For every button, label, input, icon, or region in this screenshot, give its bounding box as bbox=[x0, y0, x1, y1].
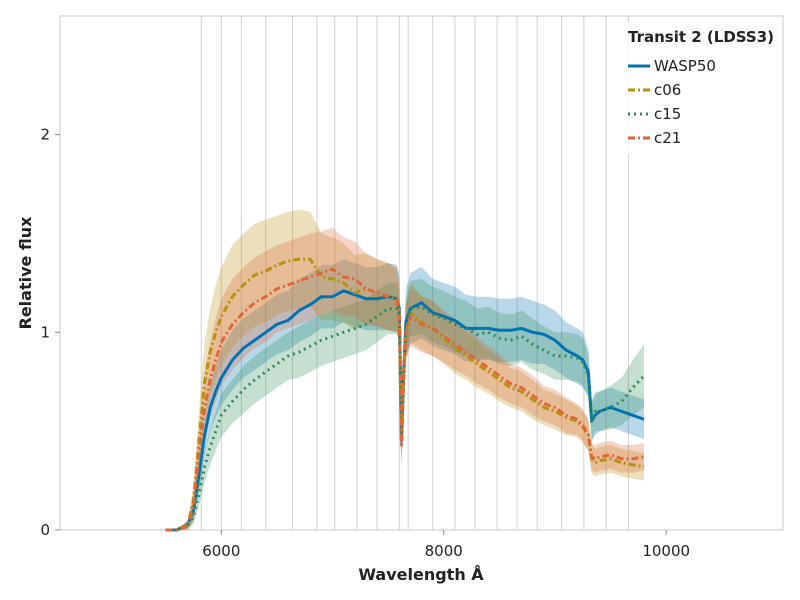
x-tick-label: 10000 bbox=[642, 542, 690, 560]
y-axis-title: Relative flux bbox=[16, 216, 35, 330]
x-tick-label: 8000 bbox=[425, 542, 463, 560]
legend: Transit 2 (LDSS3) WASP50 c06 c15 c21 bbox=[618, 22, 776, 154]
legend-label-c06: c06 bbox=[654, 81, 681, 99]
legend-background bbox=[618, 22, 776, 154]
y-tick-label: 1 bbox=[40, 323, 50, 341]
y-tick-label: 2 bbox=[40, 126, 50, 144]
legend-items: WASP50 c06 c15 c21 bbox=[628, 57, 716, 147]
legend-label-c21: c21 bbox=[654, 129, 681, 147]
series-line-c21 bbox=[165, 267, 645, 532]
error-band-wasp50 bbox=[165, 259, 644, 530]
y-tick-label: 0 bbox=[40, 521, 50, 539]
series-lines bbox=[165, 257, 646, 532]
legend-label-wasp50: WASP50 bbox=[654, 57, 716, 75]
x-tick-label: 6000 bbox=[202, 542, 240, 560]
y-axis: 0 1 2 bbox=[40, 126, 60, 539]
legend-title: Transit 2 (LDSS3) bbox=[628, 28, 774, 46]
error-band-c15 bbox=[165, 278, 644, 530]
series-line-c15 bbox=[165, 305, 646, 532]
x-axis: 6000 8000 10000 bbox=[202, 530, 690, 560]
legend-label-c15: c15 bbox=[654, 105, 681, 123]
x-axis-title: Wavelength Å bbox=[358, 565, 484, 584]
